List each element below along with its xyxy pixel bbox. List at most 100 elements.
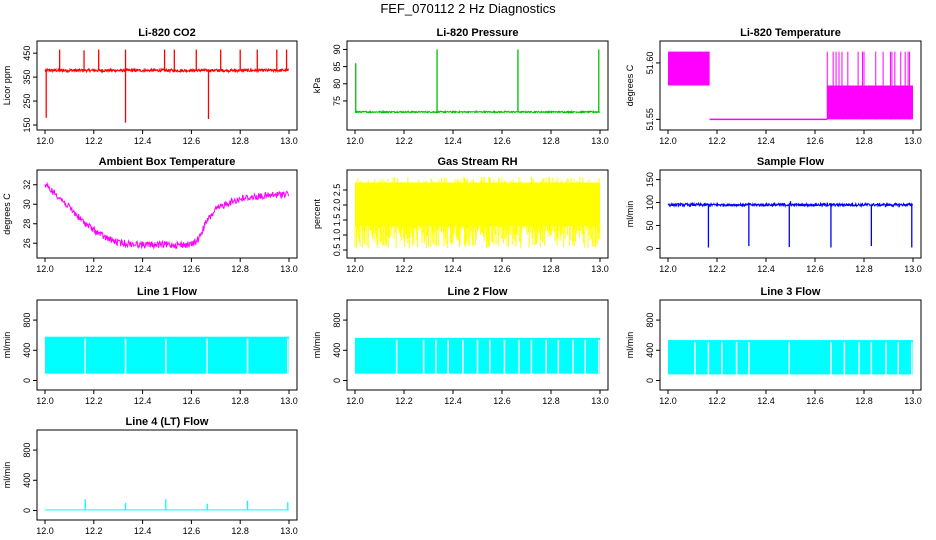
- series-line: [44, 67, 290, 74]
- x-tick-label: 12.0: [346, 136, 364, 146]
- y-tick-label: 800: [645, 313, 655, 328]
- series-band: [355, 182, 600, 226]
- y-axis-label: kPa: [312, 78, 322, 94]
- x-tick-label: 13.0: [904, 264, 922, 274]
- x-tick-label: 12.8: [542, 136, 560, 146]
- y-tick-label: 1.5: [332, 214, 342, 227]
- panel-title: Line 2 Flow: [448, 286, 508, 298]
- y-axis-label: Licor ppm: [2, 66, 12, 106]
- plot-frame: [36, 429, 298, 521]
- panel-title: Line 3 Flow: [761, 286, 821, 298]
- plot-frame: [36, 169, 298, 259]
- x-tick-label: 12.4: [134, 396, 152, 406]
- plot-frame: [346, 40, 609, 131]
- x-tick-label: 12.4: [444, 264, 462, 274]
- x-tick-label: 12.0: [346, 264, 364, 274]
- panel-title: Li-820 CO2: [138, 27, 195, 39]
- y-tick-label: 450: [22, 46, 32, 61]
- y-tick-label: 150: [645, 172, 655, 187]
- x-tick-label: 12.6: [183, 136, 201, 146]
- x-tick-label: 13.0: [904, 136, 922, 146]
- x-tick-label: 12.4: [757, 264, 775, 274]
- x-tick-label: 12.0: [346, 396, 364, 406]
- x-tick-label: 12.0: [659, 396, 677, 406]
- y-tick-label: 0: [645, 246, 655, 251]
- x-tick-label: 12.2: [395, 264, 413, 274]
- x-tick-label: 12.2: [395, 396, 413, 406]
- x-tick-label: 12.0: [36, 526, 54, 536]
- x-tick-label: 12.4: [757, 396, 775, 406]
- x-tick-label: 12.6: [493, 264, 511, 274]
- y-tick-label: 400: [332, 343, 342, 358]
- x-tick-label: 12.0: [36, 396, 54, 406]
- plot-frame: [346, 299, 609, 391]
- x-tick-label: 13.0: [904, 396, 922, 406]
- x-tick-label: 12.8: [542, 396, 560, 406]
- y-tick-label: 26: [22, 238, 32, 248]
- y-tick-label: 800: [22, 443, 32, 458]
- x-tick-label: 12.6: [806, 396, 824, 406]
- plot-frame: [659, 40, 922, 131]
- y-tick-label: 400: [22, 473, 32, 488]
- x-tick-label: 13.0: [591, 396, 609, 406]
- y-tick-label: 400: [645, 343, 655, 358]
- x-tick-label: 13.0: [280, 264, 298, 274]
- series-line: [354, 109, 601, 115]
- panel-title: Line 4 (LT) Flow: [126, 416, 209, 428]
- y-tick-label: 28: [22, 219, 32, 229]
- series-line: [44, 181, 289, 250]
- figure-title: FEF_070112 2 Hz Diagnostics: [380, 1, 556, 16]
- panel-sample_flow: Sample Flow ml/min 12.0 12.2 12.4 12.6 12.8 13.…: [625, 156, 922, 274]
- panel-line2: Line 2 Flow ml/min 12.0 12.2 12.4 12.6 12.8 13.…: [312, 286, 609, 406]
- x-tick-label: 12.6: [183, 396, 201, 406]
- y-tick-label: 250: [22, 94, 32, 109]
- y-tick-label: 150: [22, 117, 32, 132]
- panel-line3: Line 3 Flow ml/min 12.0 12.2 12.4 12.6 12.8 13.…: [625, 286, 922, 406]
- panel-temperature: Li-820 Temperature degrees C 12.0 12.2 12.4 1…: [625, 27, 922, 146]
- x-tick-label: 12.0: [659, 264, 677, 274]
- plot-frame: [659, 169, 922, 259]
- y-tick-label: 0: [22, 378, 32, 383]
- x-tick-label: 12.6: [183, 526, 201, 536]
- y-tick-label: 0: [22, 508, 32, 513]
- x-tick-label: 12.2: [708, 264, 726, 274]
- plot-frame: [36, 299, 298, 391]
- y-tick-label: 350: [22, 70, 32, 85]
- y-tick-label: 800: [22, 313, 32, 328]
- x-tick-label: 12.6: [806, 264, 824, 274]
- x-tick-label: 12.6: [493, 136, 511, 146]
- x-tick-label: 12.8: [542, 264, 560, 274]
- y-tick-label: 0: [332, 378, 342, 383]
- y-tick-label: 80: [332, 79, 342, 89]
- y-tick-label: 32: [22, 180, 32, 190]
- panel-title: Li-820 Temperature: [740, 27, 841, 39]
- x-tick-label: 12.8: [231, 136, 249, 146]
- series-band: [827, 85, 913, 120]
- x-tick-label: 13.0: [280, 396, 298, 406]
- x-tick-label: 13.0: [591, 136, 609, 146]
- x-tick-label: 13.0: [280, 136, 298, 146]
- x-tick-label: 12.4: [444, 136, 462, 146]
- y-tick-label: 75: [332, 96, 342, 106]
- panel-ambient: Ambient Box Temperature degrees C 12.0 12.2…: [2, 156, 298, 274]
- x-tick-label: 12.4: [757, 136, 775, 146]
- x-tick-label: 12.0: [36, 264, 54, 274]
- panel-title: Li-820 Pressure: [437, 27, 519, 39]
- y-axis-label: percent: [312, 198, 322, 229]
- panel-rh: Gas Stream RH percent 12.0 12.2 12.4 12.6 12.8…: [312, 156, 609, 274]
- x-tick-label: 12.2: [708, 396, 726, 406]
- y-tick-label: 800: [332, 313, 342, 328]
- x-tick-label: 12.2: [395, 136, 413, 146]
- plot-frame: [659, 299, 922, 391]
- plot-frame: [346, 169, 609, 259]
- x-tick-label: 12.2: [85, 396, 103, 406]
- y-tick-label: 100: [645, 195, 655, 210]
- x-tick-label: 12.8: [855, 396, 873, 406]
- x-tick-label: 12.4: [444, 396, 462, 406]
- y-tick-label: 51.55: [645, 108, 655, 131]
- x-tick-label: 12.2: [85, 526, 103, 536]
- y-tick-label: 30: [22, 199, 32, 209]
- y-tick-label: 2.0: [332, 199, 342, 212]
- panel-pressure: Li-820 Pressure kPa 12.0 12.2 12.4 12.6 12.8 13…: [312, 27, 609, 146]
- y-axis-label: ml/min: [2, 332, 12, 359]
